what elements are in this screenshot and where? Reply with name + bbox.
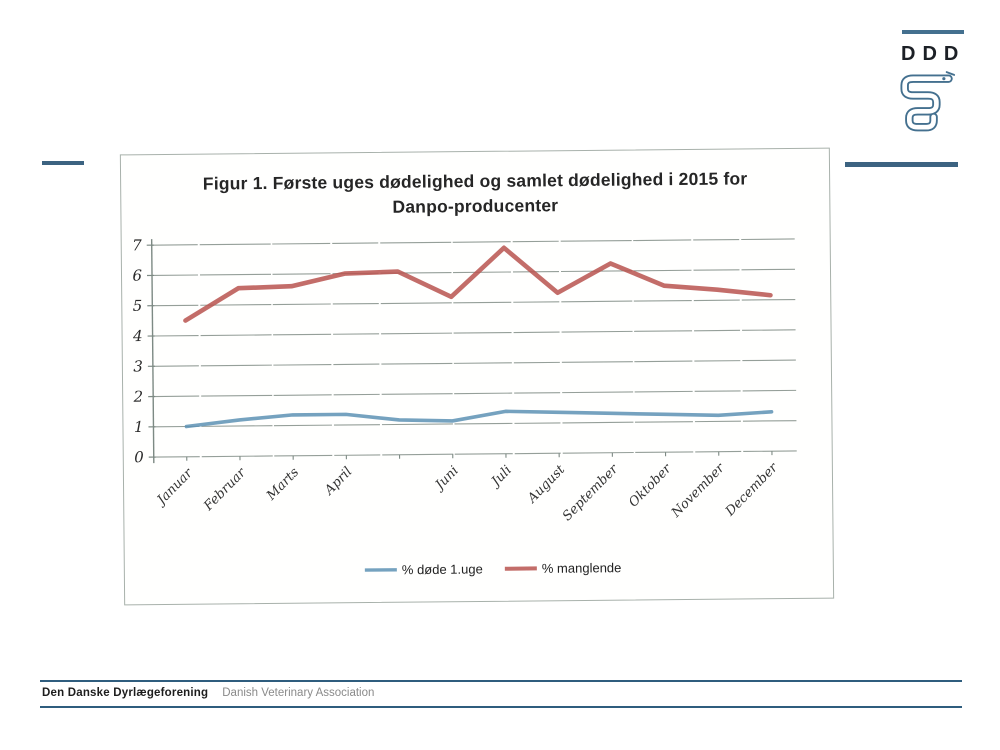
- x-tick-label: Juni: [431, 463, 462, 494]
- y-tick-label: 7: [132, 236, 142, 254]
- legend-label-0: % døde 1.uge: [402, 561, 483, 577]
- decorative-rule-right: [845, 162, 958, 167]
- footer-org-name: Den Danske Dyrlægeforening: [42, 687, 209, 699]
- y-tick-label: 5: [133, 297, 143, 315]
- series-line-1: [183, 245, 773, 323]
- chart-legend: % døde 1.uge % manglende: [364, 560, 622, 577]
- x-tick-label: Oktober: [626, 461, 675, 510]
- footer: Den Danske Dyrlægeforening Danish Veterin…: [40, 680, 962, 708]
- logo-text: DDD: [901, 43, 966, 65]
- x-axis-labels: Januar Februar Marts April Juni Juli AugustSep…: [152, 451, 781, 524]
- x-tick-label: Marts: [263, 465, 302, 504]
- footer-rule-bottom: [40, 706, 962, 708]
- scanned-chart-frame: Figur 1. Første uges dødelighed og samle…: [119, 147, 835, 606]
- footer-org-name-en: Danish Veterinary Association: [222, 687, 375, 699]
- y-axis: [150, 239, 155, 464]
- y-tick-label: 6: [132, 267, 142, 285]
- x-tick-label: Juli: [487, 463, 515, 491]
- decorative-rule-left: [42, 161, 84, 165]
- footer-rule-top: [40, 680, 962, 682]
- legend-label-1: % manglende: [542, 560, 622, 576]
- x-tick-label: Februar: [201, 465, 250, 515]
- y-tick-label: 0: [134, 448, 144, 466]
- logo-rule: [902, 30, 964, 34]
- y-tick-label: 1: [134, 418, 144, 436]
- y-tick-label: 2: [133, 388, 144, 406]
- mortality-line-chart: 0 1 2 3 4 5 6 7 Januar Februar Marts April Juni Juli A…: [132, 236, 797, 577]
- ddd-logo: DDD: [898, 30, 968, 135]
- x-tick-label: September: [560, 461, 622, 524]
- veterinary-snake-icon: [900, 71, 956, 132]
- footer-text-row: Den Danske Dyrlægeforening Danish Veterin…: [40, 682, 962, 706]
- x-tick-label: August: [524, 462, 568, 507]
- grid-lines: 0 1 2 3 4 5 6 7: [132, 236, 797, 466]
- x-tick-label: April: [321, 464, 355, 498]
- x-tick-label: November: [668, 460, 728, 521]
- x-tick-label: Januar: [152, 465, 196, 509]
- series-line-0: [184, 409, 774, 429]
- y-tick-label: 3: [133, 357, 143, 375]
- x-tick-label: December: [722, 460, 781, 520]
- y-tick-label: 4: [132, 327, 143, 345]
